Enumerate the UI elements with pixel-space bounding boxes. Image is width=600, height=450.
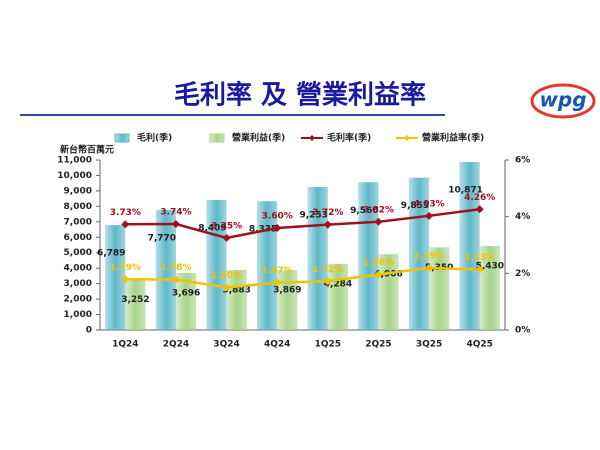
- y-tick-label: 10,000: [57, 171, 92, 181]
- y-tick-label: 4,000: [64, 264, 92, 274]
- legend-swatch: [209, 133, 225, 143]
- y-tick-label: 9,000: [64, 186, 92, 196]
- y-tick-label: 0: [86, 326, 92, 336]
- line-marker: [475, 205, 484, 214]
- bar: [175, 272, 197, 330]
- x-tick-label: 4Q24: [264, 340, 290, 350]
- line-value-label: 1.72%: [312, 265, 343, 275]
- bar-value-label: 3,252: [121, 295, 149, 305]
- line-value-label: 4.26%: [464, 193, 495, 203]
- line: [125, 208, 480, 240]
- bar-value-label: 9,560: [350, 206, 378, 216]
- line-marker: [222, 233, 231, 242]
- bar-value-label: 3,869: [273, 286, 301, 296]
- x-tick-label: 2Q24: [163, 340, 189, 350]
- bar-value-label: 8,409: [198, 224, 226, 234]
- legend-label: 毛利(季): [137, 132, 172, 144]
- bar: [479, 246, 500, 330]
- y2-tick-label: 2%: [515, 269, 530, 279]
- bar: [358, 182, 379, 330]
- line-value-label: 3.74%: [160, 208, 191, 218]
- bar: [105, 225, 126, 330]
- y2-tick-label: 0%: [515, 326, 530, 336]
- line-marker: [323, 220, 332, 229]
- line-value-label: 4.03%: [413, 199, 444, 209]
- line-value-label: 3.25%: [211, 221, 242, 231]
- line-value-label: 3.73%: [110, 208, 141, 218]
- bar-value-label: 7,770: [148, 233, 176, 243]
- y-tick-label: 1,000: [64, 310, 92, 320]
- x-tick-label: 3Q24: [213, 340, 239, 350]
- bar-value-label: 9,253: [299, 210, 327, 220]
- line-value-label: 2.13%: [464, 253, 495, 263]
- line-marker: [475, 265, 484, 274]
- line-marker: [222, 283, 231, 292]
- line: [125, 266, 480, 289]
- line-marker: [273, 224, 282, 232]
- chart-title: 毛利率 及 營業利益率: [174, 80, 426, 111]
- bar: [307, 186, 328, 330]
- y-tick-label: 7,000: [64, 217, 92, 227]
- line-marker: [425, 211, 434, 220]
- x-tick-label: 1Q24: [112, 340, 138, 350]
- x-tick-label: 4Q25: [466, 340, 492, 350]
- logo-ring: [530, 83, 596, 119]
- line-marker: [374, 217, 383, 226]
- bar-value-label: 4,906: [374, 270, 402, 280]
- bar: [459, 161, 480, 330]
- y2-tick-label: 4%: [515, 212, 530, 222]
- line-marker: [171, 220, 180, 229]
- line-marker: [425, 263, 434, 272]
- legend-label: 營業利益率(季): [421, 132, 484, 144]
- y-tick-label: 6,000: [64, 233, 92, 243]
- x-tick-label: 3Q25: [416, 340, 442, 350]
- bar-value-label: 9,855: [401, 201, 429, 211]
- bar: [206, 200, 227, 330]
- line-value-label: 1.79%: [110, 263, 141, 273]
- line-value-label: 1.67%: [262, 266, 293, 276]
- legend-marker: [404, 135, 410, 141]
- bar-value-label: 10,871: [448, 185, 483, 195]
- y-axis-label: 新台幣百萬元: [60, 144, 114, 156]
- bar-value-label: 5,430: [476, 262, 504, 272]
- legend-marker: [309, 135, 315, 141]
- bar-value-label: 6,789: [97, 249, 125, 259]
- line-value-label: 3.72%: [312, 208, 343, 218]
- line-marker: [121, 275, 130, 284]
- legend-label: 毛利率(季): [327, 132, 371, 144]
- x-tick-label: 1Q25: [315, 340, 341, 350]
- bar: [277, 270, 298, 330]
- line-value-label: 1.96%: [363, 258, 394, 268]
- line-value-label: 3.82%: [363, 205, 394, 215]
- bar-value-label: 3,696: [172, 288, 200, 298]
- line-value-label: 3.60%: [262, 212, 293, 222]
- line-marker: [374, 270, 383, 279]
- line-marker: [273, 278, 282, 287]
- y-tick-label: 11,000: [57, 156, 92, 166]
- y-tick-label: 3,000: [64, 279, 92, 289]
- line-marker: [171, 275, 180, 284]
- line-marker: [121, 220, 130, 229]
- bar: [125, 279, 146, 330]
- x-tick-label: 2Q25: [365, 340, 391, 350]
- bar-value-label: 4,284: [324, 279, 352, 289]
- legend-swatch: [114, 133, 130, 143]
- y-tick-label: 8,000: [64, 202, 92, 212]
- bar: [155, 209, 176, 330]
- y-tick-label: 5,000: [64, 248, 92, 258]
- y-tick-label: 2,000: [64, 295, 92, 305]
- line-value-label: 1.50%: [211, 271, 242, 281]
- bar-value-label: 3,883: [222, 285, 250, 295]
- logo: wpg: [539, 88, 586, 112]
- legend-label: 營業利益(季): [231, 132, 285, 144]
- line-value-label: 2.19%: [413, 251, 444, 261]
- y2-tick-label: 6%: [515, 156, 530, 166]
- line-value-label: 1.78%: [160, 263, 191, 273]
- line-marker: [323, 277, 332, 286]
- bar: [256, 201, 278, 330]
